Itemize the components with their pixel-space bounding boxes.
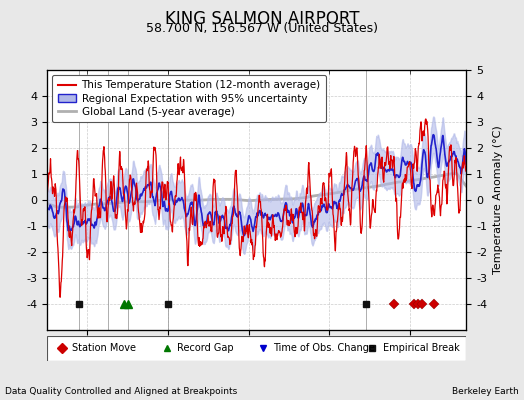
Text: Station Move: Station Move: [72, 343, 136, 354]
Text: KING SALMON AIRPORT: KING SALMON AIRPORT: [165, 10, 359, 28]
Y-axis label: Temperature Anomaly (°C): Temperature Anomaly (°C): [493, 126, 503, 274]
Text: Data Quality Controlled and Aligned at Breakpoints: Data Quality Controlled and Aligned at B…: [5, 387, 237, 396]
Text: Berkeley Earth: Berkeley Earth: [452, 387, 519, 396]
Text: 58.700 N, 156.567 W (United States): 58.700 N, 156.567 W (United States): [146, 22, 378, 35]
Text: Record Gap: Record Gap: [177, 343, 234, 354]
Text: Time of Obs. Change: Time of Obs. Change: [274, 343, 375, 354]
Legend: This Temperature Station (12-month average), Regional Expectation with 95% uncer: This Temperature Station (12-month avera…: [52, 75, 326, 122]
Text: Empirical Break: Empirical Break: [383, 343, 459, 354]
